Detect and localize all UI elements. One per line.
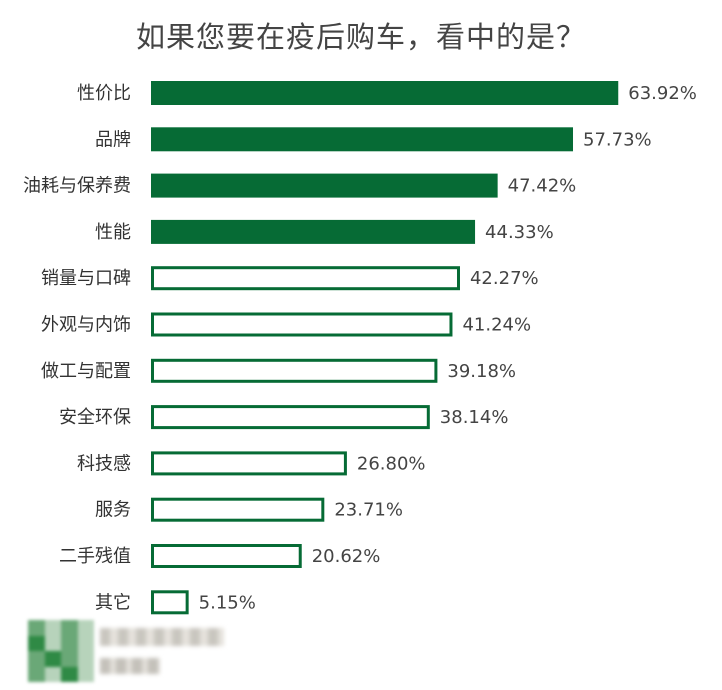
watermark xyxy=(28,614,228,686)
bar-10 xyxy=(151,544,302,568)
category-label: 做工与配置 xyxy=(41,361,131,382)
value-label: 41.24% xyxy=(462,315,531,336)
value-label: 57.73% xyxy=(583,129,652,150)
bar-11 xyxy=(151,590,189,615)
blurred-watermark-text xyxy=(100,628,224,646)
blurred-watermark-text xyxy=(100,658,160,674)
chart-title: 如果您要在疫后购车，看中的是？ xyxy=(135,20,586,54)
category-label: 性能 xyxy=(95,222,131,243)
value-label: 26.80% xyxy=(357,453,426,474)
bar-1 xyxy=(151,127,574,152)
category-label: 科技感 xyxy=(77,453,131,474)
value-label: 44.33% xyxy=(485,222,554,243)
bar-4 xyxy=(151,266,460,291)
value-label: 38.14% xyxy=(440,407,509,428)
category-label: 销量与口碑 xyxy=(41,268,131,289)
category-label: 外观与内饰 xyxy=(41,315,131,336)
category-label: 服务 xyxy=(95,500,131,521)
value-label: 20.62% xyxy=(312,546,381,567)
value-label: 63.92% xyxy=(628,83,697,104)
category-label: 其它 xyxy=(95,592,131,613)
category-label: 油耗与保养费 xyxy=(23,176,131,197)
bar-7 xyxy=(151,405,430,430)
bar-9 xyxy=(151,497,325,522)
value-label: 47.42% xyxy=(508,176,577,197)
category-label: 安全环保 xyxy=(59,407,131,428)
category-label: 二手残值 xyxy=(59,546,131,567)
category-label: 性价比 xyxy=(77,83,131,104)
bar-2 xyxy=(151,173,498,198)
value-label: 39.18% xyxy=(447,361,516,382)
bar-3 xyxy=(151,219,476,244)
value-label: 5.15% xyxy=(199,592,256,613)
value-label: 23.71% xyxy=(334,500,403,521)
category-label: 品牌 xyxy=(95,129,131,150)
blurred-qr-logo-icon xyxy=(28,620,94,682)
bar-0 xyxy=(151,81,619,105)
bar-8 xyxy=(151,451,347,476)
value-label: 42.27% xyxy=(470,268,539,289)
bar-5 xyxy=(151,312,453,337)
bar-6 xyxy=(151,358,438,383)
